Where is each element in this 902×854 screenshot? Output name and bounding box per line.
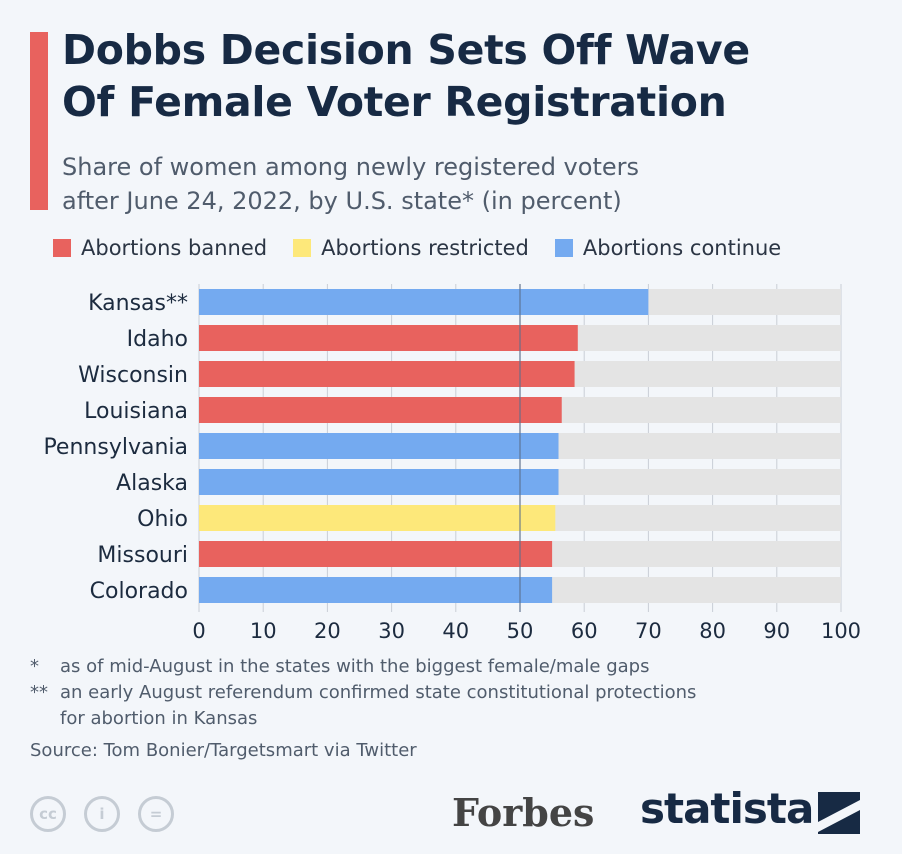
footnote-2: ** an early August referendum confirmed s… (30, 680, 696, 732)
statista-logo-icon (818, 792, 860, 834)
x-tick-label: 0 (192, 619, 205, 643)
attribution-icon[interactable]: i (84, 796, 120, 832)
category-label: Colorado (90, 579, 188, 604)
note-text: for abortion in Kansas (60, 708, 258, 729)
legend-item-continue: Abortions continue (554, 236, 782, 260)
x-tick-label: 20 (314, 619, 341, 643)
subtitle-line: Share of women among newly registered vo… (62, 153, 639, 181)
creative-commons-icon[interactable]: cc (30, 796, 66, 832)
x-tick-label: 100 (821, 619, 861, 643)
note-text: an early August referendum confirmed sta… (60, 682, 697, 703)
chart-title: Dobbs Decision Sets Off Wave Of Female V… (62, 24, 750, 128)
bar-idaho (199, 325, 578, 351)
legend-swatch (293, 239, 312, 257)
category-label: Ohio (137, 507, 188, 532)
bar-alaska (199, 469, 559, 495)
category-label: Idaho (127, 327, 188, 352)
legend-label: Abortions continue (582, 236, 782, 260)
bar-kansas (199, 289, 649, 315)
legend-swatch (554, 239, 573, 257)
category-label: Pennsylvania (43, 435, 188, 460)
legend: Abortions banned Abortions restricted Abor… (53, 236, 781, 260)
accent-bar (30, 32, 48, 210)
note-text: as of mid-August in the states with the … (60, 656, 650, 677)
category-label: Missouri (97, 543, 188, 568)
legend-label: Abortions restricted (321, 236, 529, 260)
category-label: Alaska (116, 471, 188, 496)
legend-swatch (53, 239, 71, 257)
x-tick-label: 10 (250, 619, 277, 643)
x-tick-label: 50 (507, 619, 534, 643)
bar-colorado (199, 577, 553, 603)
bar-ohio (199, 505, 556, 531)
legend-item-banned: Abortions banned (53, 236, 267, 260)
category-label: Wisconsin (78, 363, 188, 388)
note-mark: * (30, 656, 39, 677)
x-tick-label: 70 (635, 619, 662, 643)
x-tick-label: 40 (442, 619, 469, 643)
x-tick-label: 80 (699, 619, 726, 643)
title-line: Dobbs Decision Sets Off Wave (62, 26, 750, 74)
bar-wisconsin (199, 361, 575, 387)
legend-label: Abortions banned (81, 236, 268, 260)
bar-missouri (199, 541, 553, 567)
subtitle-line: after June 24, 2022, by U.S. state* (in … (62, 187, 622, 215)
bar-pennsylvania (199, 433, 559, 459)
x-tick-label: 60 (571, 619, 598, 643)
x-tick-label: 90 (763, 619, 790, 643)
footnote-1: * as of mid-August in the states with the… (30, 654, 649, 680)
category-label: Louisiana (84, 399, 188, 424)
statista-logo: statista (640, 784, 814, 833)
title-line: Of Female Voter Registration (62, 78, 727, 126)
legend-item-restricted: Abortions restricted (293, 236, 529, 260)
source: Source: Tom Bonier/Targetsmart via Twitt… (30, 740, 417, 761)
forbes-logo: Forbes (452, 790, 595, 835)
bar-louisiana (199, 397, 562, 423)
chart-subtitle: Share of women among newly registered vo… (62, 150, 639, 218)
category-label: Kansas** (88, 291, 188, 316)
no-derivatives-icon[interactable]: = (138, 796, 174, 832)
x-tick-label: 30 (378, 619, 405, 643)
note-mark: ** (30, 682, 48, 703)
